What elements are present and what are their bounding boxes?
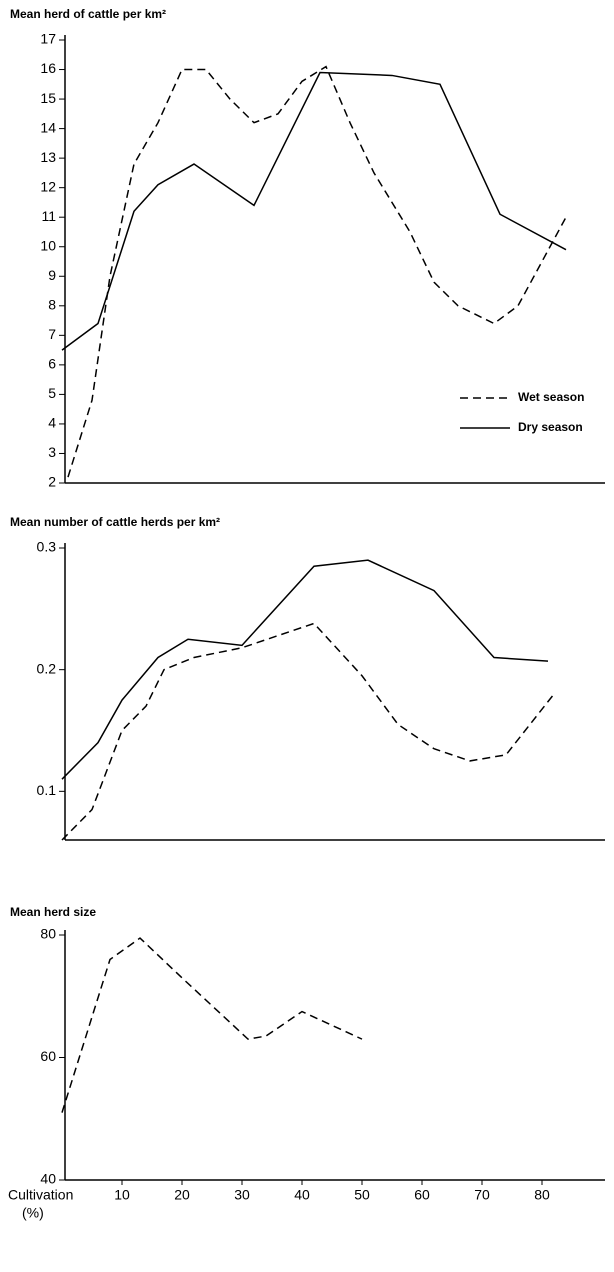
y-tick-label: 8 xyxy=(48,297,56,313)
series-line xyxy=(67,65,567,478)
series-line xyxy=(61,559,549,780)
legend-label: Dry season xyxy=(518,420,583,434)
y-tick-label: 6 xyxy=(48,356,56,372)
x-tick-label: 50 xyxy=(354,1187,370,1203)
series-line xyxy=(61,71,567,351)
y-tick-label: 17 xyxy=(40,31,56,47)
legend-label: Wet season xyxy=(518,390,584,404)
x-tick-label: 40 xyxy=(294,1187,310,1203)
panel-title: Mean number of cattle herds per km² xyxy=(10,515,220,529)
x-label-unit: (%) xyxy=(22,1205,44,1221)
y-tick-label: 0.2 xyxy=(37,660,57,676)
x-tick-label: 10 xyxy=(114,1187,130,1203)
y-tick-label: 7 xyxy=(48,326,56,342)
y-tick-label: 3 xyxy=(48,444,56,460)
x-tick-label: 30 xyxy=(234,1187,250,1203)
series-line xyxy=(61,622,555,841)
y-tick-label: 15 xyxy=(40,90,56,106)
y-tick-label: 60 xyxy=(40,1048,56,1064)
y-tick-label: 9 xyxy=(48,267,56,283)
y-tick-label: 4 xyxy=(48,415,56,431)
x-tick-label: 20 xyxy=(174,1187,190,1203)
x-label: Cultivation xyxy=(8,1187,73,1203)
y-tick-label: 5 xyxy=(48,385,56,401)
y-tick-label: 2 xyxy=(48,474,56,490)
panel-title: Mean herd size xyxy=(10,905,96,919)
x-tick-label: 60 xyxy=(414,1187,430,1203)
x-tick-label: 80 xyxy=(534,1187,550,1203)
y-tick-label: 0.3 xyxy=(37,539,57,555)
y-tick-label: 40 xyxy=(40,1171,56,1187)
y-tick-label: 10 xyxy=(40,237,56,253)
x-tick-label: 70 xyxy=(474,1187,490,1203)
y-tick-label: 11 xyxy=(41,208,56,224)
panel-title: Mean herd of cattle per km² xyxy=(10,7,166,21)
series-line xyxy=(61,937,363,1113)
y-tick-label: 13 xyxy=(40,149,56,165)
y-tick-label: 80 xyxy=(40,926,56,942)
y-tick-label: 16 xyxy=(40,60,56,76)
y-tick-label: 0.1 xyxy=(37,782,57,798)
y-tick-label: 12 xyxy=(40,178,56,194)
y-tick-label: 14 xyxy=(40,119,56,135)
